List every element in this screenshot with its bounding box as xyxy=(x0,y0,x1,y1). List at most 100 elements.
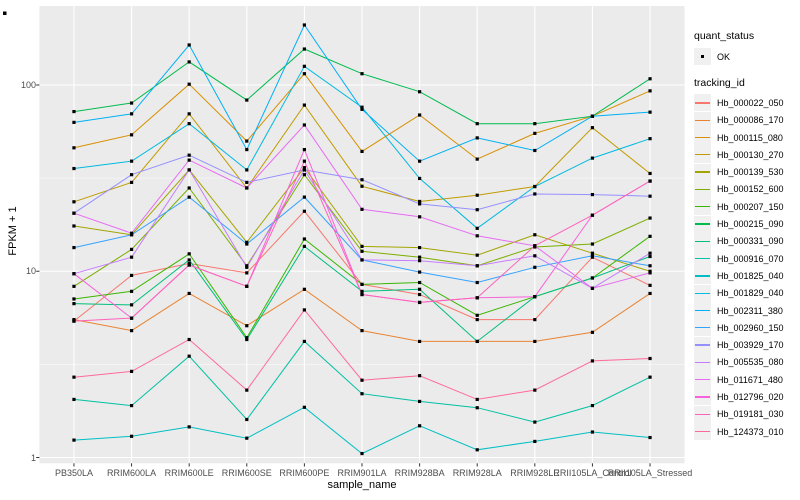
data-point xyxy=(418,159,422,163)
data-point xyxy=(187,291,191,296)
data-point xyxy=(648,171,652,176)
data-point xyxy=(590,114,595,118)
legend-item: Hb_012796_020 xyxy=(694,388,798,406)
data-point xyxy=(475,253,479,257)
legend-key xyxy=(694,94,711,112)
data-point xyxy=(187,354,191,358)
data-point xyxy=(245,168,249,172)
data-point xyxy=(245,436,249,440)
x-tick-label: RRII105LA_Stressed xyxy=(607,468,693,478)
data-point xyxy=(129,403,134,408)
legend-item: Hb_001829_040 xyxy=(694,284,798,302)
data-point xyxy=(360,178,364,182)
data-point xyxy=(475,193,479,197)
data-point xyxy=(475,234,479,238)
data-point xyxy=(302,209,306,213)
x-tick-label: RRIM928LE xyxy=(510,468,560,478)
data-point xyxy=(360,184,364,188)
data-point xyxy=(302,287,306,291)
data-point xyxy=(475,313,479,317)
legend-item: Hb_002311_380 xyxy=(694,302,798,319)
data-point xyxy=(187,258,191,262)
legend-label: Hb_000152_600 xyxy=(717,184,784,195)
data-point xyxy=(129,434,134,438)
legend-label: Hb_003929_170 xyxy=(717,340,784,351)
legend-key xyxy=(694,319,711,337)
data-point xyxy=(533,148,537,153)
data-point xyxy=(72,211,76,215)
data-point xyxy=(129,329,134,333)
legend-items: Hb_000022_050 Hb_000086_170 Hb_000115_080 H… xyxy=(694,94,798,441)
x-tick-label: RRIM901LA xyxy=(337,468,387,478)
data-point xyxy=(360,207,364,211)
data-point xyxy=(418,255,422,259)
data-point xyxy=(533,318,537,322)
data-point xyxy=(418,374,422,378)
data-point xyxy=(475,406,479,410)
data-point xyxy=(475,157,479,161)
legend-item: Hb_011671_480 xyxy=(694,371,798,389)
legend-key xyxy=(694,353,711,371)
data-point xyxy=(533,388,537,392)
data-point xyxy=(72,109,76,114)
x-tick-label: RRIM600LA xyxy=(107,468,157,478)
legend-item: Hb_000086_170 xyxy=(694,111,798,129)
data-point xyxy=(187,263,191,267)
data-point xyxy=(72,245,76,250)
data-point xyxy=(245,98,249,102)
data-point xyxy=(302,64,306,68)
data-point xyxy=(418,339,422,344)
data-point xyxy=(648,254,652,259)
data-point xyxy=(72,438,76,442)
data-point xyxy=(648,216,652,220)
data-point xyxy=(302,72,306,76)
data-point xyxy=(129,180,134,184)
data-point xyxy=(475,448,479,452)
data-point xyxy=(302,123,306,127)
data-point xyxy=(129,316,134,320)
y-tick-label: 100 xyxy=(20,80,36,90)
data-point xyxy=(360,292,364,297)
data-point xyxy=(418,245,422,250)
data-point xyxy=(533,184,537,189)
data-point xyxy=(648,251,652,255)
data-point xyxy=(129,289,134,293)
data-point xyxy=(187,195,191,199)
data-point xyxy=(648,271,652,275)
data-point xyxy=(648,435,652,440)
data-point xyxy=(187,425,191,429)
data-point xyxy=(245,337,249,342)
legend-key xyxy=(694,250,711,268)
data-point xyxy=(533,233,537,237)
legend-item: Hb_000022_050 xyxy=(694,94,798,112)
data-point xyxy=(590,286,595,290)
data-point xyxy=(302,195,306,199)
legend-line-swatch xyxy=(695,154,710,156)
data-point xyxy=(245,240,249,244)
data-point xyxy=(590,254,595,258)
data-point xyxy=(533,254,537,258)
legend-line-swatch xyxy=(695,257,710,260)
legend-label: Hb_000086_170 xyxy=(717,115,784,126)
data-point xyxy=(302,23,306,27)
legend-line-swatch xyxy=(695,171,710,173)
data-point xyxy=(590,192,595,197)
legend-label: Hb_001829_040 xyxy=(717,288,784,299)
y-tick-label: 1 xyxy=(30,452,36,463)
legend-label: Hb_001825_040 xyxy=(717,270,784,281)
legend-title-tracking-id: tracking_id xyxy=(694,77,745,90)
x-tick-label: RRIM600SE xyxy=(221,468,272,478)
legend-label: Hb_124373_010 xyxy=(717,426,784,437)
data-point xyxy=(360,378,364,382)
data-point xyxy=(129,112,134,116)
data-point xyxy=(418,292,422,297)
stray-point-marker xyxy=(3,11,7,15)
data-point xyxy=(72,120,76,124)
data-point xyxy=(360,105,364,109)
data-point xyxy=(302,166,306,170)
data-point xyxy=(418,215,422,219)
data-point xyxy=(72,302,76,306)
data-point xyxy=(648,283,652,287)
data-point xyxy=(418,176,422,181)
data-point xyxy=(245,186,249,190)
